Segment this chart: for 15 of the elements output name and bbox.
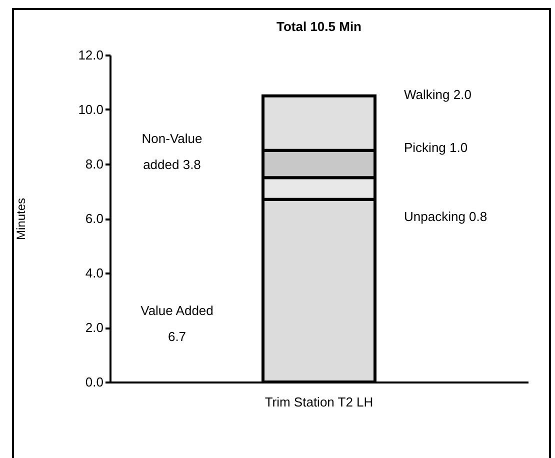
y-axis-title: Minutes <box>14 198 28 240</box>
annotation: Picking 1.0 <box>404 140 468 155</box>
y-tick-label: 6.0 <box>85 211 104 226</box>
annotation: Walking 2.0 <box>404 87 472 102</box>
y-tick-label: 8.0 <box>85 156 104 172</box>
annotation: Value Added 6.7 <box>140 303 214 344</box>
y-tick-label: 12.0 <box>78 48 104 62</box>
y-tick-label: 4.0 <box>85 266 104 280</box>
y-tick-label: 2.0 <box>85 320 104 335</box>
x-tick-label: Trim Station T2 LH <box>264 394 374 410</box>
y-tick-label: 0.0 <box>85 374 104 390</box>
y-tick-label: 10.0 <box>78 102 104 117</box>
annotation: Unpacking 0.8 <box>404 209 488 224</box>
chart-title: Total 10.5 Min <box>276 19 362 34</box>
annotation: Non-Value added 3.8 <box>142 131 202 172</box>
